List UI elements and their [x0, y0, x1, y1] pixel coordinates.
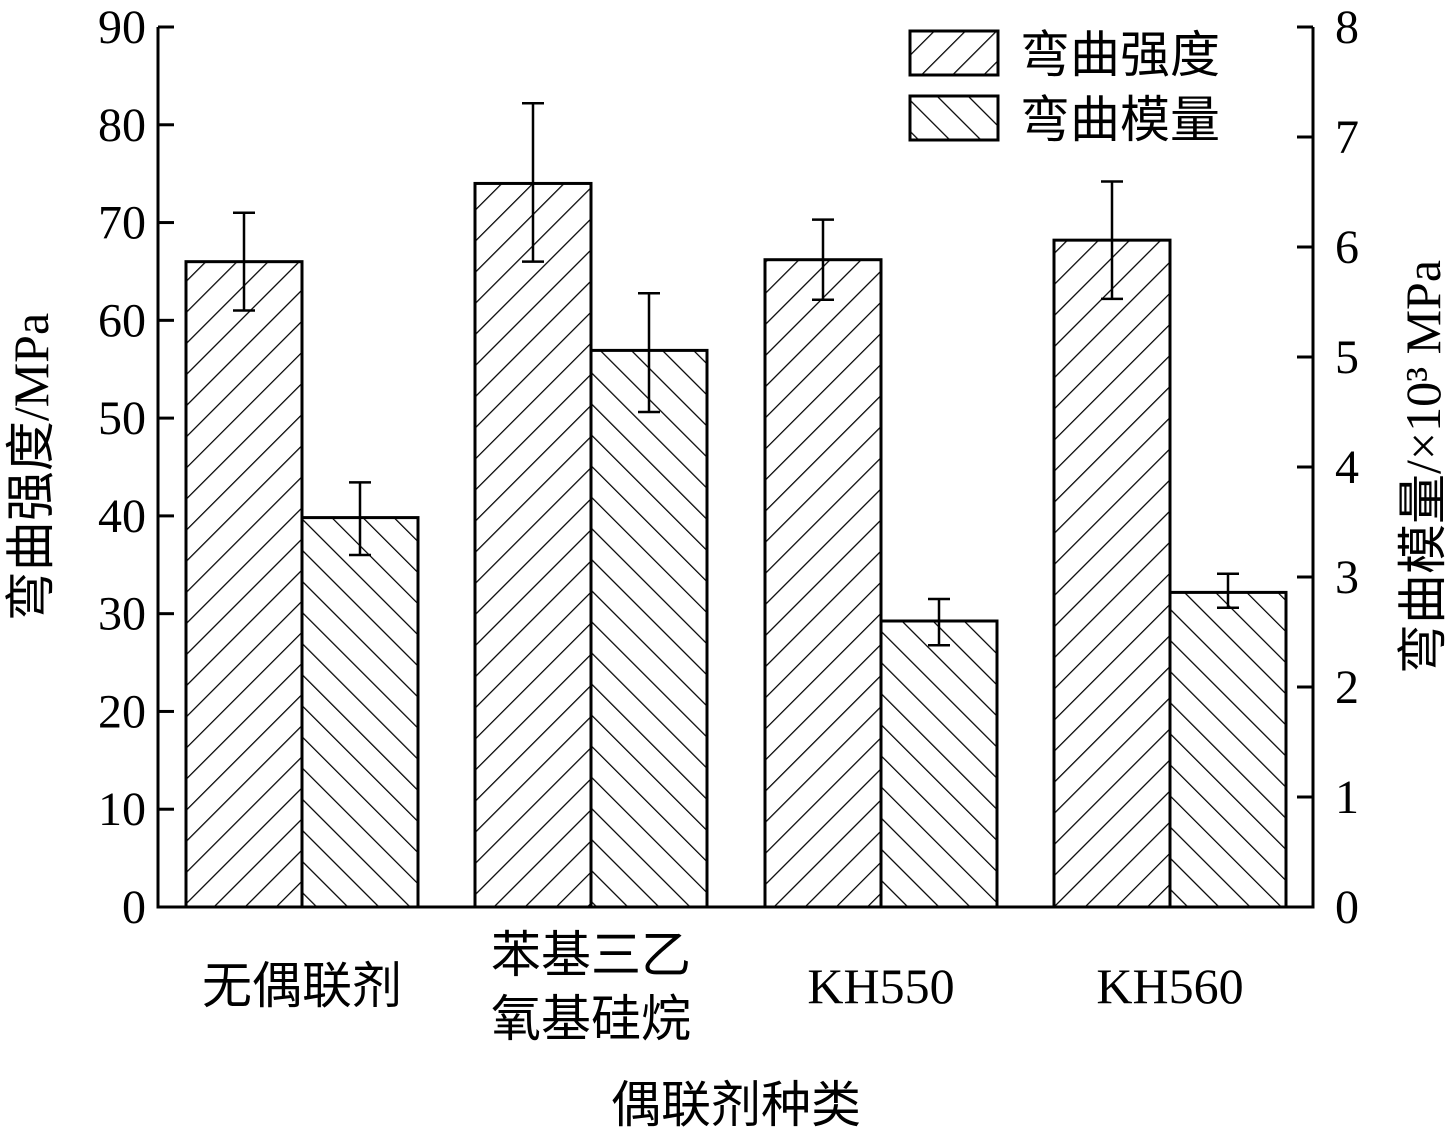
left-tick-label: 90 — [98, 1, 146, 54]
bar-strength — [473, 181, 593, 909]
right-tick-label: 0 — [1335, 881, 1359, 934]
legend-swatch-strength — [908, 29, 1000, 77]
bar-modulus — [300, 516, 420, 909]
right-tick-label: 2 — [1335, 661, 1359, 714]
x-axis-title: 偶联剂种类 — [611, 1077, 861, 1133]
right-tick-label: 3 — [1335, 551, 1359, 604]
bar-modulus — [879, 619, 999, 909]
bar-modulus — [589, 348, 709, 909]
legend-label-strength: 弯曲强度 — [1020, 27, 1220, 83]
left-tick-label: 10 — [98, 783, 146, 836]
left-tick-label: 40 — [98, 490, 146, 543]
left-tick-label: 60 — [98, 294, 146, 347]
bar-strength — [184, 260, 304, 909]
bar-strength — [1052, 238, 1172, 909]
category-label: KH560 — [1096, 958, 1243, 1014]
right-tick-label: 6 — [1335, 221, 1359, 274]
left-axis-title: 弯曲强度/MPa — [3, 313, 59, 621]
right-tick-label: 5 — [1335, 331, 1359, 384]
legend-label-modulus: 弯曲模量 — [1020, 92, 1220, 148]
category-label: 氧基硅烷 — [491, 991, 691, 1047]
legend: 弯曲强度 弯曲模量 — [908, 27, 1220, 148]
left-tick-label: 20 — [98, 685, 146, 738]
left-tick-label: 80 — [98, 99, 146, 152]
right-tick-label: 7 — [1335, 111, 1359, 164]
right-tick-label: 8 — [1335, 1, 1359, 54]
right-axis-title: 弯曲模量/×10³ MPa — [1395, 260, 1448, 674]
bar-modulus — [1168, 590, 1288, 909]
left-tick-label: 70 — [98, 197, 146, 250]
left-tick-label: 0 — [122, 881, 146, 934]
legend-swatch-modulus — [908, 94, 1000, 142]
right-tick-label: 1 — [1335, 771, 1359, 824]
category-label: 无偶联剂 — [202, 958, 402, 1014]
category-label: KH550 — [807, 958, 954, 1014]
right-axis-ticks: 0 1 2 3 4 5 6 7 8 — [1297, 1, 1359, 934]
bars-group — [184, 181, 1288, 909]
right-tick-label: 4 — [1335, 441, 1359, 494]
error-bars-group — [233, 102, 1239, 647]
bar-strength — [763, 258, 883, 909]
left-tick-label: 30 — [98, 588, 146, 641]
category-label: 苯基三乙 — [491, 927, 691, 983]
left-axis-ticks: 0 10 20 30 40 50 60 70 80 90 — [98, 1, 174, 934]
left-tick-label: 50 — [98, 392, 146, 445]
